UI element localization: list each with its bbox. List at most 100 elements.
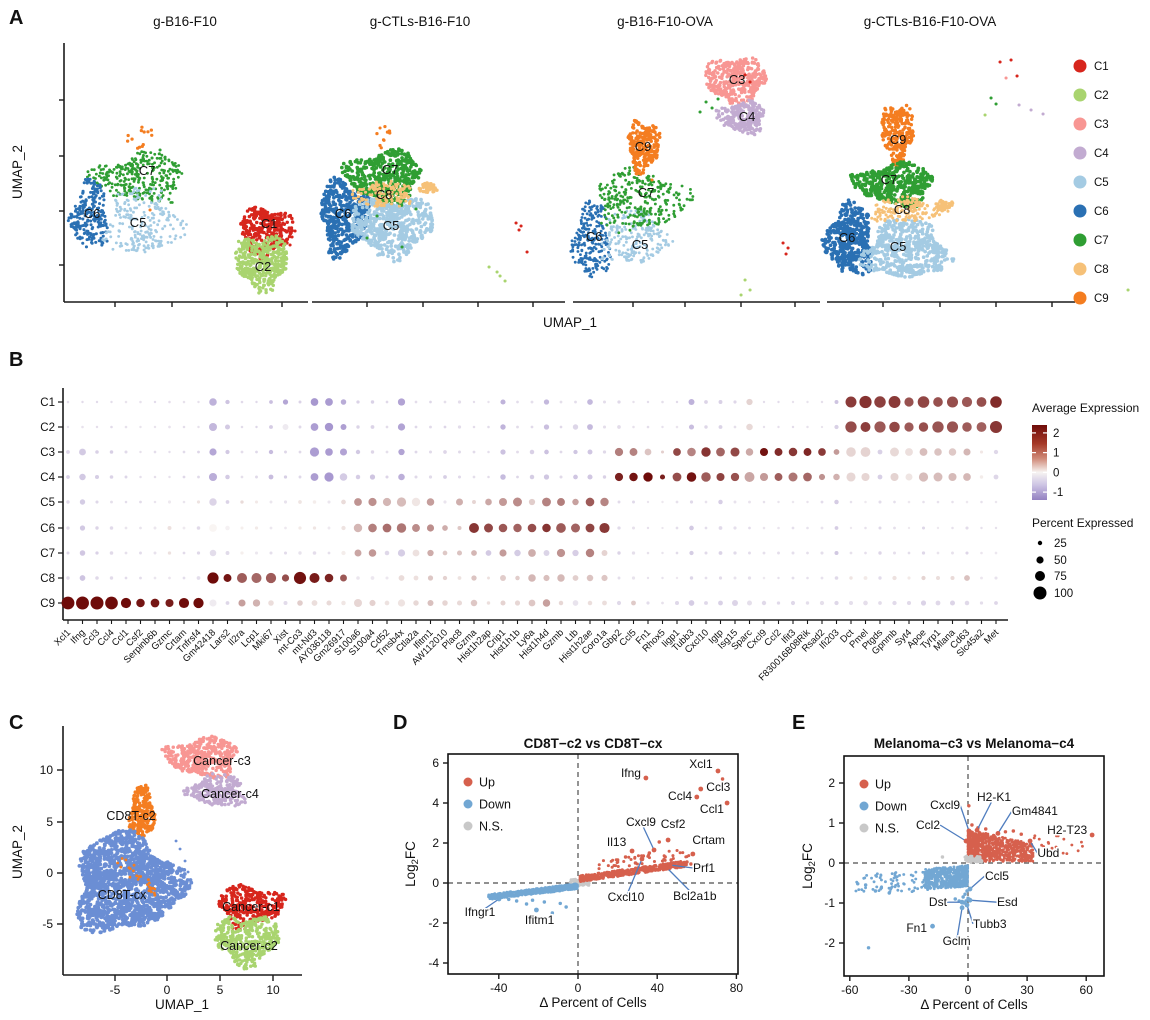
dot-C7-Mlana [951,551,954,555]
dot-C9-Ccl2 [776,601,781,605]
dot-C2-Ifng [81,425,84,429]
y-tick--4: -4 [428,956,439,970]
dot-C7-Ptgds [878,551,882,555]
gene-annotation-Cxcl9: Cxcl9 [930,798,960,812]
dot-C1-Fn1 [646,400,650,404]
x-tick-0: 0 [965,983,972,997]
dot-C3-Xist [284,450,287,454]
legend-swatch-Down [859,801,869,811]
plot-border [843,755,1105,977]
dot-C6-AW112010 [442,525,448,531]
dot-C8-Dct [849,576,853,580]
dot-C2-Ccl5 [632,425,635,429]
dot-C7-Rsad2 [820,551,824,555]
dot-C1-Cxcl10 [704,400,708,404]
dot-C2-Mlana [946,421,959,433]
dot-C1-Rsad2 [820,400,824,404]
panel-a-x-axis-label: UMAP_1 [543,315,597,330]
dot-C8-Ifit3 [791,576,795,580]
dot-C8-Pmel [863,576,868,580]
facet-title-1: g-CTLs-B16-F10 [370,14,471,29]
gene-annotation-Prf1: Prf1 [693,861,715,875]
cluster-points-f3-C4 [714,98,766,137]
dot-C1-Gm42418 [209,398,217,406]
y-tick-0: 0 [828,856,835,870]
dot-C1-Hist1h4d [543,399,550,405]
dot-C4-F830016B08Rik [803,472,812,482]
cluster-label-CD8T-c2: CD8T-c2 [106,809,155,823]
dot-C6-Coro1a [599,522,610,534]
dot-C7-Hist1h2ap [485,550,492,556]
x-tick-40: 40 [651,981,665,995]
dot-C7-Cd52 [384,550,390,556]
dot-C6-Sparc [748,526,751,530]
legend-label-C3: C3 [1094,119,1109,131]
dot-C2-Xist [282,424,289,430]
legend-swatch-Down [463,799,473,809]
dot-C8-Sparc [747,576,752,580]
dot-C5-Pmel [864,500,867,504]
c-x-tick-0: 0 [164,983,171,997]
dot-C5-S100a4 [368,497,377,507]
dot-C4-Ccl3 [94,474,100,480]
dot-C6-Crtam [182,526,186,530]
legend-swatch-C7 [1073,233,1087,247]
dot-C6-mt-Co3 [298,526,302,530]
dot-C3-Tyrp1 [934,448,942,456]
dot-C4-Xist [283,475,288,479]
dot-C7-Ifi203 [834,551,839,555]
dot-C4-Lcp1 [255,475,258,479]
dot-C4-Gm26917 [339,473,348,481]
dot-C1-Tubb3 [688,399,695,405]
dot-C5-Hist1h1b [513,497,522,507]
dot-C6-Pmel [864,526,867,530]
dot-C1-Dct [845,396,857,408]
percent-size-label-100: 100 [1054,588,1073,600]
dot-C2-AY036118 [324,422,334,432]
labeled-point-Ccl5 [967,886,973,892]
dot-C7-Coro1a [601,550,608,556]
dot-C6-Ltb [571,523,580,533]
dot-C4-Dct [846,472,856,482]
dot-C3-Csf2 [139,450,142,454]
dot-C2-Coro1a [602,425,607,429]
dot-C6-mt-Nd3 [312,526,317,530]
legend-swatch-C2 [1073,88,1087,102]
dot-C5-Ctla2a [411,497,421,507]
dot-C9-Dct [849,601,853,605]
dot-C3-Gm26917 [339,448,348,456]
cluster-points-CD8T-cx [75,828,194,935]
dot-C8-Lcp1 [251,572,262,584]
dot-C2-Isg15 [733,425,737,429]
dot-C6-Xcl1 [66,526,70,530]
cluster-label-C5: C5 [890,239,907,254]
dot-C2-Ifit3 [791,425,795,429]
dot-C6-F830016B08Rik [806,526,809,530]
stray-points-c9 [148,126,654,212]
dotplot-row-label-C9: C9 [40,598,55,610]
dot-C7-Ccl4 [109,551,114,555]
c-y-tick-10: 10 [40,763,54,777]
dot-C5-mt-Nd3 [312,500,317,504]
dot-C2-Iigp1 [675,425,679,429]
dot-C9-Tnfrsf4 [193,597,204,609]
dot-C1-Ccl5 [632,400,635,404]
plot-border [447,753,739,975]
dot-C9-Cd63 [964,600,970,606]
dot-C9-Ccl4 [105,596,118,610]
dot-C2-Xcl1 [66,425,70,429]
dot-C7-Xist [283,551,288,555]
dot-C8-Csf2 [139,576,142,580]
dot-C2-Slc45a2 [976,422,987,432]
dot-C4-Gbp2 [614,472,624,482]
labeled-point-Cxcl9 [651,847,657,853]
leader-line-Cxcl10 [625,858,643,898]
dot-C2-Tmsb4x [397,423,406,431]
panel-a-umap-facets: g-B16-F10 g-CTLs-B16-F10 g-B16-F10-OVA g-CT… [59,14,1130,307]
cluster-points-f4-C5 [857,217,956,279]
dot-C7-Gm26917 [341,550,346,556]
dot-C8-Ccl3 [95,576,99,580]
dot-C1-Xist [282,399,289,405]
dot-C9-Ccl5 [631,600,636,606]
dotplot-row-label-C8: C8 [40,573,55,585]
